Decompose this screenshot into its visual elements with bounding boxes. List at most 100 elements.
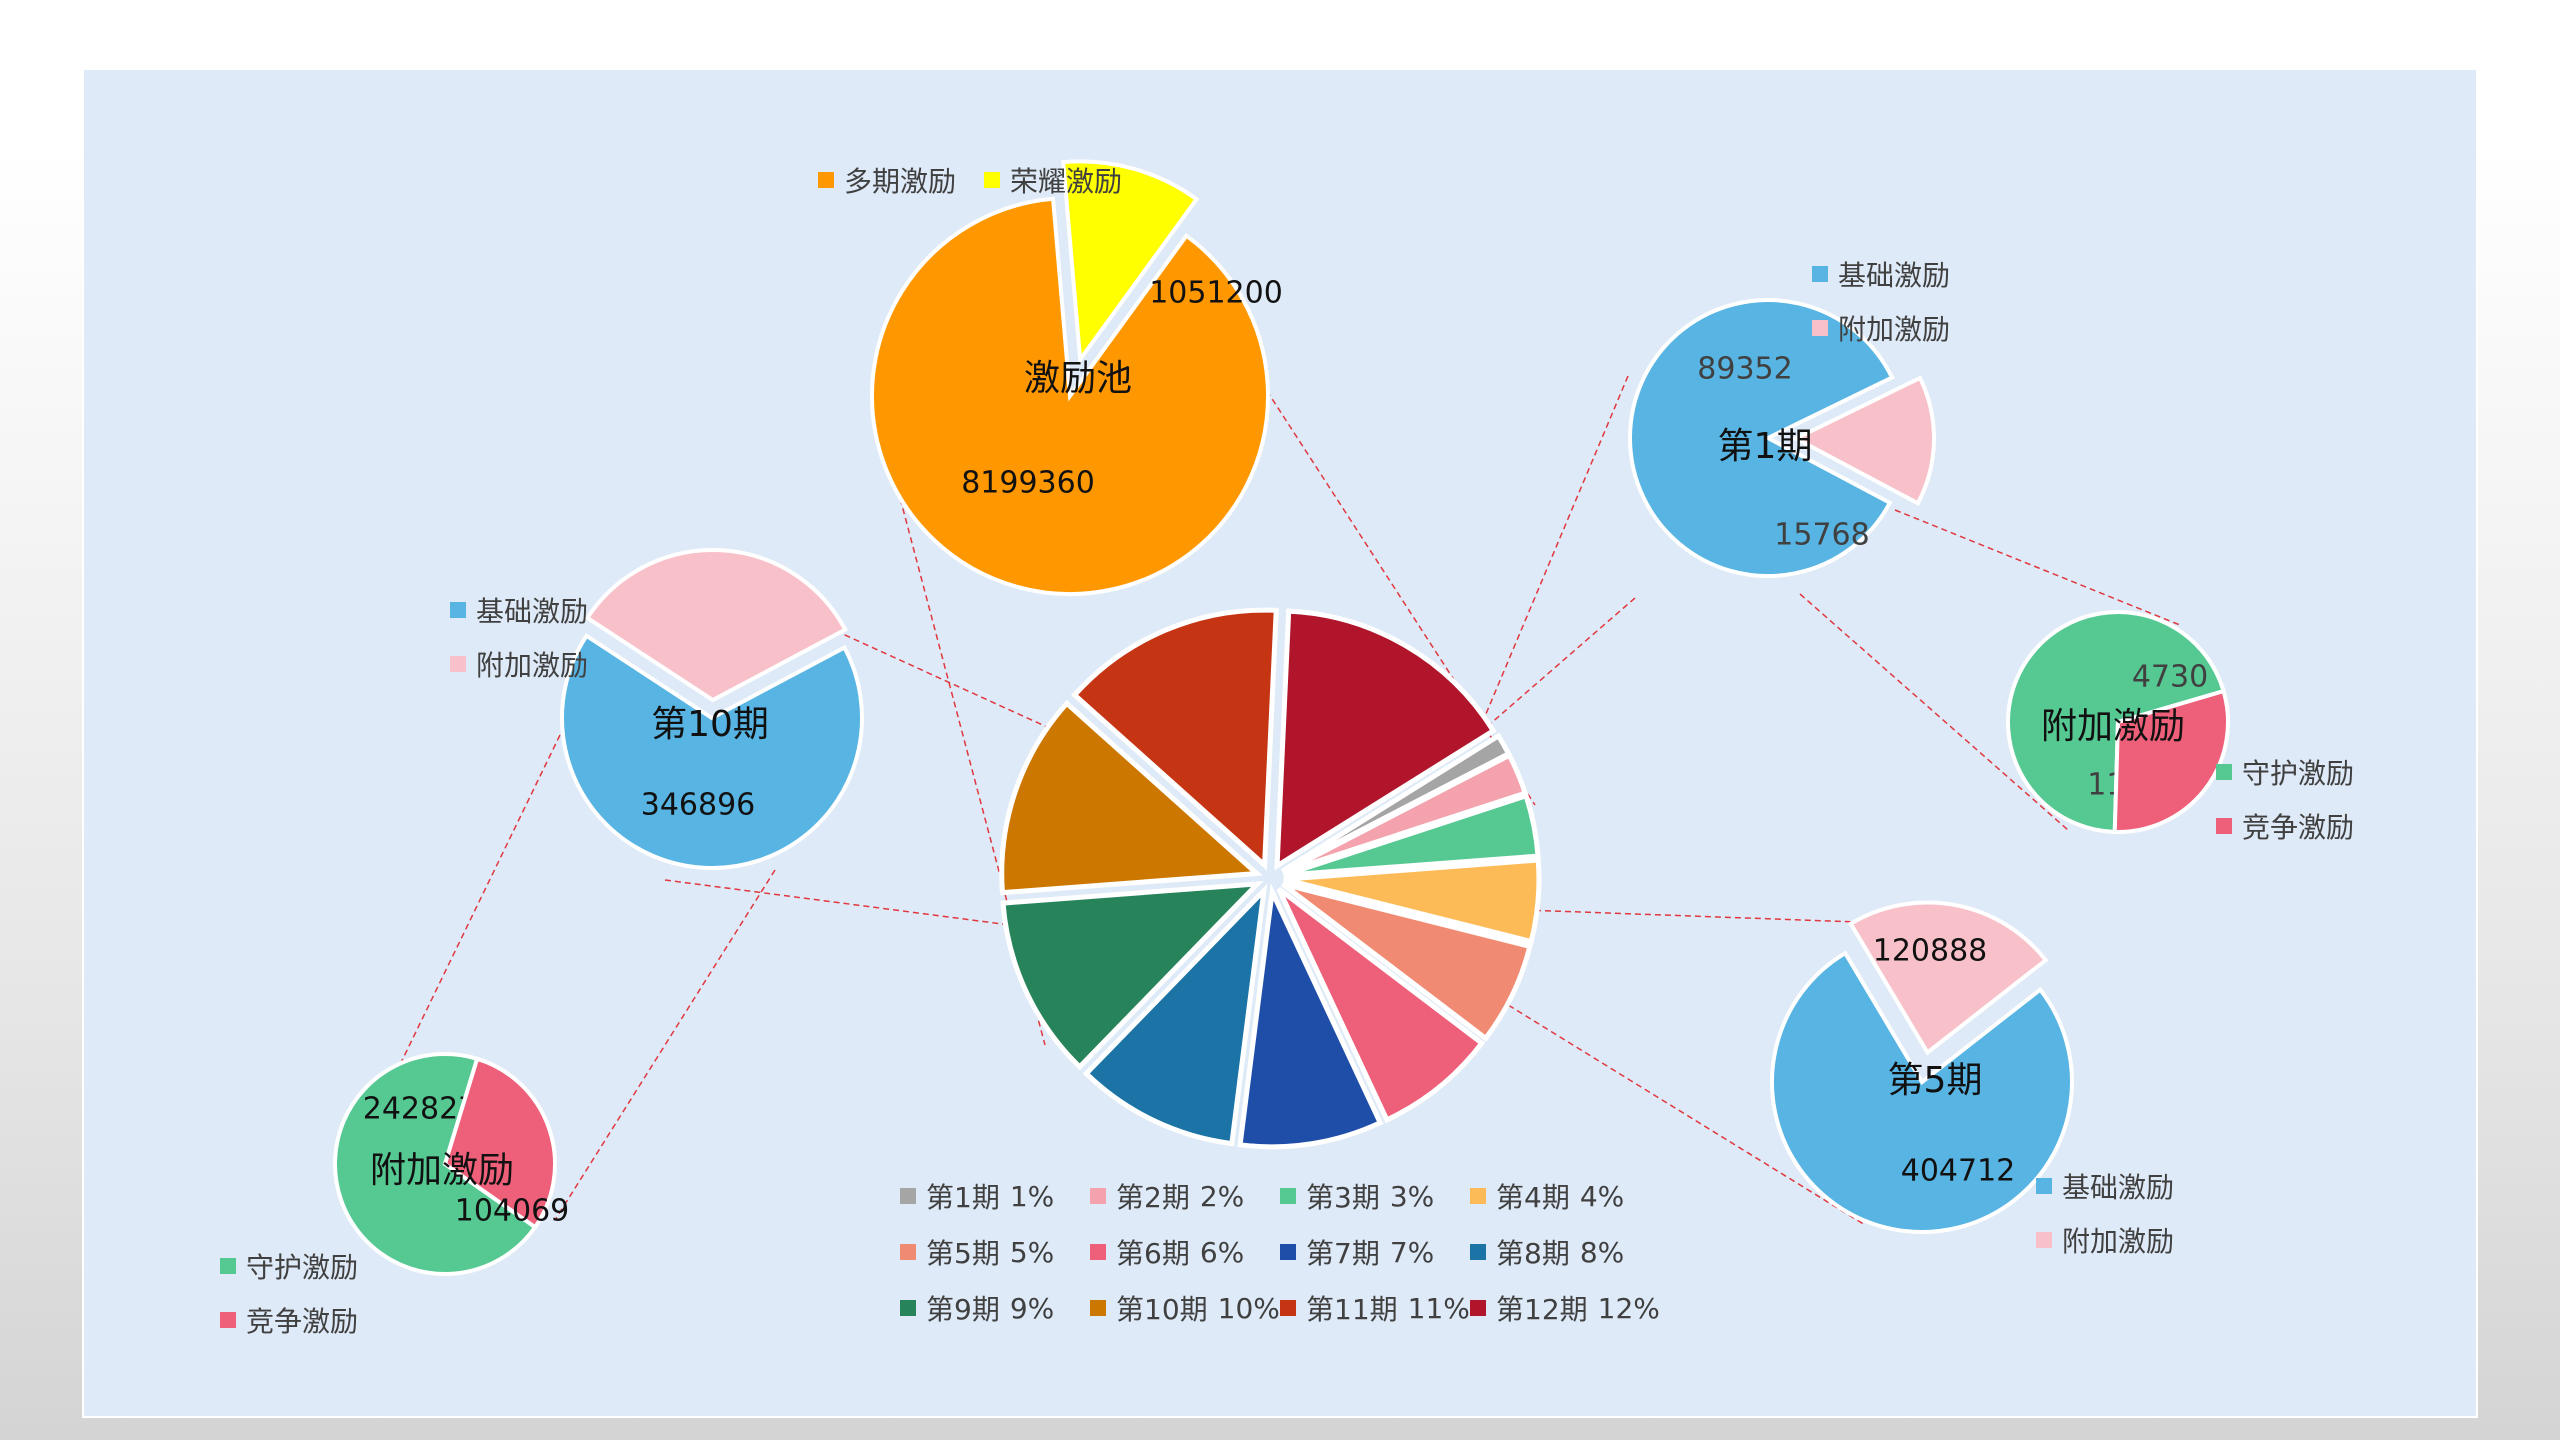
pie-slice[interactable] bbox=[1847, 900, 2049, 1056]
legend-item[interactable]: 附加激励 bbox=[450, 644, 588, 684]
legend-swatch bbox=[1090, 1300, 1106, 1316]
legend-item[interactable]: 第1期 1% bbox=[900, 1176, 1090, 1216]
pie-slice[interactable] bbox=[1770, 950, 2074, 1234]
pie-slice[interactable] bbox=[2112, 688, 2230, 834]
legend-pct: 4% bbox=[1579, 1179, 1625, 1213]
legend-swatch bbox=[984, 172, 1001, 188]
legend-item[interactable]: 第4期 4% bbox=[1470, 1176, 1670, 1216]
legend-swatch bbox=[1280, 1300, 1296, 1316]
period1-extra-pie: 110384730附加激励 bbox=[2006, 610, 2230, 835]
legend-period1: 基础激励 附加激励 bbox=[1812, 254, 1950, 348]
legend-swatch bbox=[2216, 818, 2232, 834]
pie-slice[interactable] bbox=[870, 196, 1271, 596]
legend-label: 基础激励 bbox=[1838, 259, 1951, 292]
pie-title: 附加激励 bbox=[370, 1150, 514, 1191]
legend-item[interactable]: 第9期 9% bbox=[900, 1288, 1090, 1328]
data-label: 120888 bbox=[1873, 934, 1988, 969]
legend-swatch bbox=[900, 1300, 916, 1316]
legend-label: 基础激励 bbox=[2062, 1171, 2175, 1204]
legend-swatch bbox=[1090, 1244, 1106, 1260]
pie-slice[interactable] bbox=[1071, 607, 1279, 871]
legend-swatch bbox=[900, 1188, 916, 1204]
data-label: 1051200 bbox=[1149, 276, 1283, 311]
legend-main: 第1期 1% 第2期 2% 第3期 3% 第4期 4% 第5期 5% 第6期 6% 第7期 7… bbox=[900, 1176, 1680, 1328]
legend-label: 附加激励 bbox=[2062, 1225, 2175, 1258]
pie-slice[interactable] bbox=[1281, 881, 1533, 1042]
connector-line bbox=[789, 609, 1059, 733]
pie-slice[interactable] bbox=[1274, 608, 1497, 871]
pie-slice[interactable] bbox=[1791, 375, 1936, 506]
legend-label: 第4期 bbox=[1496, 1181, 1570, 1214]
pie-slice[interactable] bbox=[1061, 159, 1200, 365]
legend-pct: 7% bbox=[1389, 1235, 1435, 1269]
pie-slice[interactable] bbox=[584, 548, 848, 703]
pie-slice[interactable] bbox=[442, 1056, 557, 1230]
legend-item[interactable]: 第10期 10% bbox=[1090, 1288, 1280, 1328]
data-label: 404712 bbox=[1901, 1154, 2016, 1189]
legend-item[interactable]: 附加激励 bbox=[2036, 1220, 2174, 1260]
pie-title: 第5期 bbox=[1888, 1060, 1983, 1101]
legend-item[interactable]: 守护激励 bbox=[2216, 752, 2354, 792]
data-label: 4730 bbox=[2132, 660, 2208, 695]
legend-swatch bbox=[1470, 1244, 1486, 1260]
legend-item[interactable]: 附加激励 bbox=[1812, 308, 1950, 348]
pie-slice[interactable] bbox=[333, 1052, 538, 1276]
legend-item[interactable]: 竞争激励 bbox=[220, 1300, 358, 1340]
pie-slice[interactable] bbox=[1628, 298, 1895, 578]
pool-pie: 8199360 1051200 激励池 bbox=[870, 159, 1283, 596]
pie-title: 第1期 bbox=[1718, 426, 1813, 467]
legend-swatch bbox=[1280, 1244, 1296, 1260]
legend-swatch bbox=[1090, 1188, 1106, 1204]
data-label: 346896 bbox=[641, 788, 756, 823]
legend-pct: 9% bbox=[1009, 1291, 1055, 1325]
legend-label: 第6期 bbox=[1116, 1237, 1190, 1270]
pie-slice[interactable] bbox=[1000, 880, 1264, 1071]
legend-pct: 6% bbox=[1199, 1235, 1245, 1269]
legend-swatch bbox=[1812, 266, 1828, 282]
pie-slice[interactable] bbox=[560, 633, 864, 870]
period1-pie: 89352 15768 第1期 bbox=[1628, 298, 1936, 578]
legend-item[interactable]: 基础激励 bbox=[450, 590, 588, 630]
legend-item[interactable]: 第8期 8% bbox=[1470, 1232, 1670, 1272]
legend-item[interactable]: 第11期 11% bbox=[1280, 1288, 1470, 1328]
pie-slice[interactable] bbox=[2006, 610, 2227, 835]
legend-item[interactable]: 多期激励 bbox=[818, 160, 956, 200]
legend-item[interactable]: 第5期 5% bbox=[900, 1232, 1090, 1272]
legend-swatch bbox=[900, 1244, 916, 1260]
pie-slice[interactable] bbox=[1276, 886, 1486, 1124]
legend-period5: 基础激励 附加激励 bbox=[2036, 1166, 2174, 1260]
legend-label: 竞争激励 bbox=[246, 1305, 359, 1338]
pie-slice[interactable] bbox=[1237, 882, 1384, 1150]
legend-label: 附加激励 bbox=[476, 649, 589, 682]
pie-slice[interactable] bbox=[999, 699, 1263, 896]
legend-item[interactable]: 第3期 3% bbox=[1280, 1176, 1470, 1216]
legend-label: 第8期 bbox=[1496, 1237, 1570, 1270]
legend-pct: 8% bbox=[1579, 1235, 1625, 1269]
pie-slice[interactable] bbox=[1283, 857, 1542, 945]
legend-swatch bbox=[220, 1258, 236, 1274]
legend-label: 第2期 bbox=[1116, 1181, 1190, 1214]
period5-pie: 404712 120888 第5期 bbox=[1770, 900, 2074, 1234]
legend-period10-extra: 守护激励 竞争激励 bbox=[220, 1246, 358, 1340]
legend-pct: 3% bbox=[1389, 1179, 1435, 1213]
legend-item[interactable]: 荣耀激励 bbox=[984, 160, 1122, 200]
legend-pct: 11% bbox=[1407, 1291, 1470, 1325]
pie-slice[interactable] bbox=[1082, 883, 1268, 1147]
legend-item[interactable]: 第7期 7% bbox=[1280, 1232, 1470, 1272]
legend-item[interactable]: 第12期 12% bbox=[1470, 1288, 1670, 1328]
legend-item[interactable]: 第2期 2% bbox=[1090, 1176, 1280, 1216]
pie-slice[interactable] bbox=[1282, 792, 1541, 878]
connector-line bbox=[377, 734, 561, 1111]
legend-label: 第7期 bbox=[1306, 1237, 1380, 1270]
legend-item[interactable]: 基础激励 bbox=[2036, 1166, 2174, 1206]
legend-label: 基础激励 bbox=[476, 595, 589, 628]
legend-item[interactable]: 竞争激励 bbox=[2216, 806, 2354, 846]
legend-item[interactable]: 基础激励 bbox=[1812, 254, 1950, 294]
legend-label: 第9期 bbox=[926, 1293, 1000, 1326]
legend-item[interactable]: 守护激励 bbox=[220, 1246, 358, 1286]
legend-label: 附加激励 bbox=[1838, 313, 1951, 346]
legend-item[interactable]: 第6期 6% bbox=[1090, 1232, 1280, 1272]
legend-period10: 基础激励 附加激励 bbox=[450, 590, 588, 684]
pie-slice[interactable] bbox=[1281, 751, 1529, 875]
